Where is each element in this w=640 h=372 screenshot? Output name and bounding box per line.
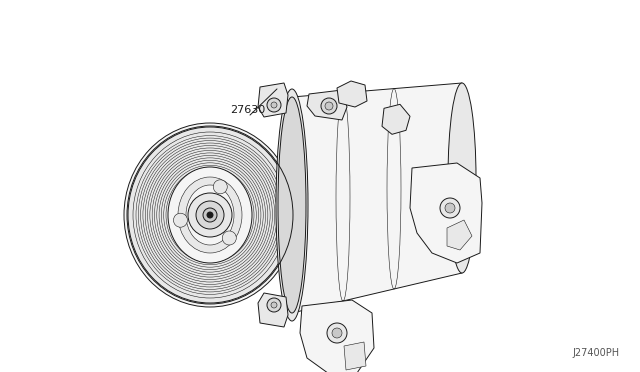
Polygon shape xyxy=(258,293,288,327)
Ellipse shape xyxy=(207,212,213,218)
Polygon shape xyxy=(300,300,374,372)
Ellipse shape xyxy=(186,185,234,245)
Ellipse shape xyxy=(168,167,252,263)
Polygon shape xyxy=(337,81,367,107)
Ellipse shape xyxy=(321,98,337,114)
Ellipse shape xyxy=(124,123,296,307)
Ellipse shape xyxy=(332,328,342,338)
Ellipse shape xyxy=(327,323,347,343)
Polygon shape xyxy=(307,90,347,120)
Ellipse shape xyxy=(213,180,227,194)
Text: 27630: 27630 xyxy=(230,105,266,115)
Ellipse shape xyxy=(267,98,281,112)
Polygon shape xyxy=(344,342,366,370)
Ellipse shape xyxy=(196,201,224,229)
Ellipse shape xyxy=(203,208,217,222)
Ellipse shape xyxy=(278,97,306,313)
Ellipse shape xyxy=(188,193,232,237)
Polygon shape xyxy=(382,104,410,134)
Ellipse shape xyxy=(267,298,281,312)
Polygon shape xyxy=(447,220,472,250)
Ellipse shape xyxy=(276,89,308,321)
Ellipse shape xyxy=(271,302,277,308)
Ellipse shape xyxy=(222,231,236,245)
Ellipse shape xyxy=(440,198,460,218)
Polygon shape xyxy=(292,83,462,313)
Ellipse shape xyxy=(173,213,188,227)
Ellipse shape xyxy=(448,83,476,273)
Ellipse shape xyxy=(325,102,333,110)
Polygon shape xyxy=(410,163,482,263)
Ellipse shape xyxy=(128,127,292,303)
Ellipse shape xyxy=(445,203,455,213)
Ellipse shape xyxy=(178,177,242,253)
Text: J27400PH: J27400PH xyxy=(573,348,620,358)
Polygon shape xyxy=(258,83,288,117)
Ellipse shape xyxy=(271,102,277,108)
